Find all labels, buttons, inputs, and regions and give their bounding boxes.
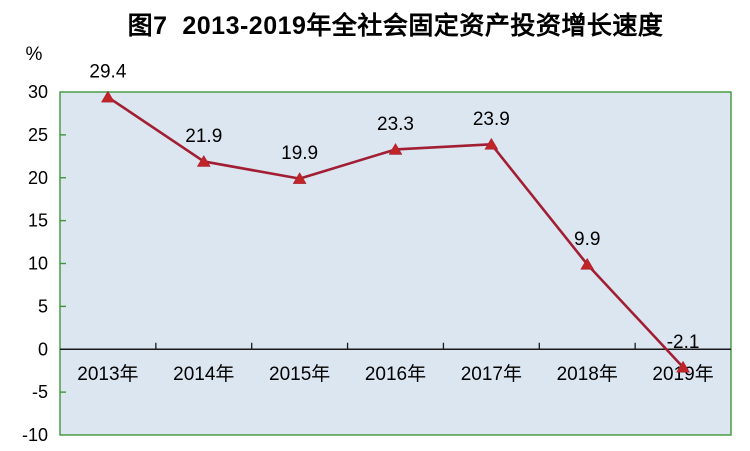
y-tick-label: 20 [28,168,48,188]
data-label: 23.3 [377,114,414,135]
data-point-marker [580,257,595,270]
y-tick-label: 10 [28,254,48,274]
data-label: 29.4 [89,62,126,83]
x-category-label: 2013年 [77,363,138,385]
data-label: 21.9 [185,126,222,147]
data-point-marker [196,154,211,167]
data-point-marker [388,142,403,155]
y-tick-label: 25 [28,125,48,145]
y-tick-label: 15 [28,211,48,231]
x-axis: 2013年 2014年 2015年 2016年 2017年 2018年 2019年 [60,342,731,385]
y-tick-label: 30 [28,82,48,102]
data-point-marker [676,360,691,373]
x-category-label: 2018年 [557,363,618,385]
data-label: -2.1 [667,332,700,353]
data-labels: 29.4 21.9 19.9 23.3 23.9 9.9 -2.1 [89,62,699,353]
y-axis: 30 25 20 15 10 5 0 -5 -10 [22,82,66,445]
data-label: 9.9 [574,229,600,250]
series-markers [100,90,691,373]
y-axis-unit-label: % [25,44,43,65]
y-tick-label: 0 [38,339,48,359]
data-label: 19.9 [281,143,318,164]
y-tick-label: 5 [38,296,48,316]
x-category-label: 2016年 [365,363,426,385]
x-category-label: 2017年 [461,363,522,385]
data-point-marker [484,137,499,150]
x-category-label: 2014年 [173,363,234,385]
data-point-marker [292,172,307,184]
chart-title: 图7 2013-2019年全社会固定资产投资增长速度 [127,12,664,40]
y-tick-label: -5 [32,382,48,402]
y-tick-label: -10 [22,425,48,445]
x-category-label: 2015年 [269,363,330,385]
data-point-marker [100,90,115,103]
data-label: 23.9 [473,109,510,130]
x-category-label: 2019年 [652,363,713,385]
